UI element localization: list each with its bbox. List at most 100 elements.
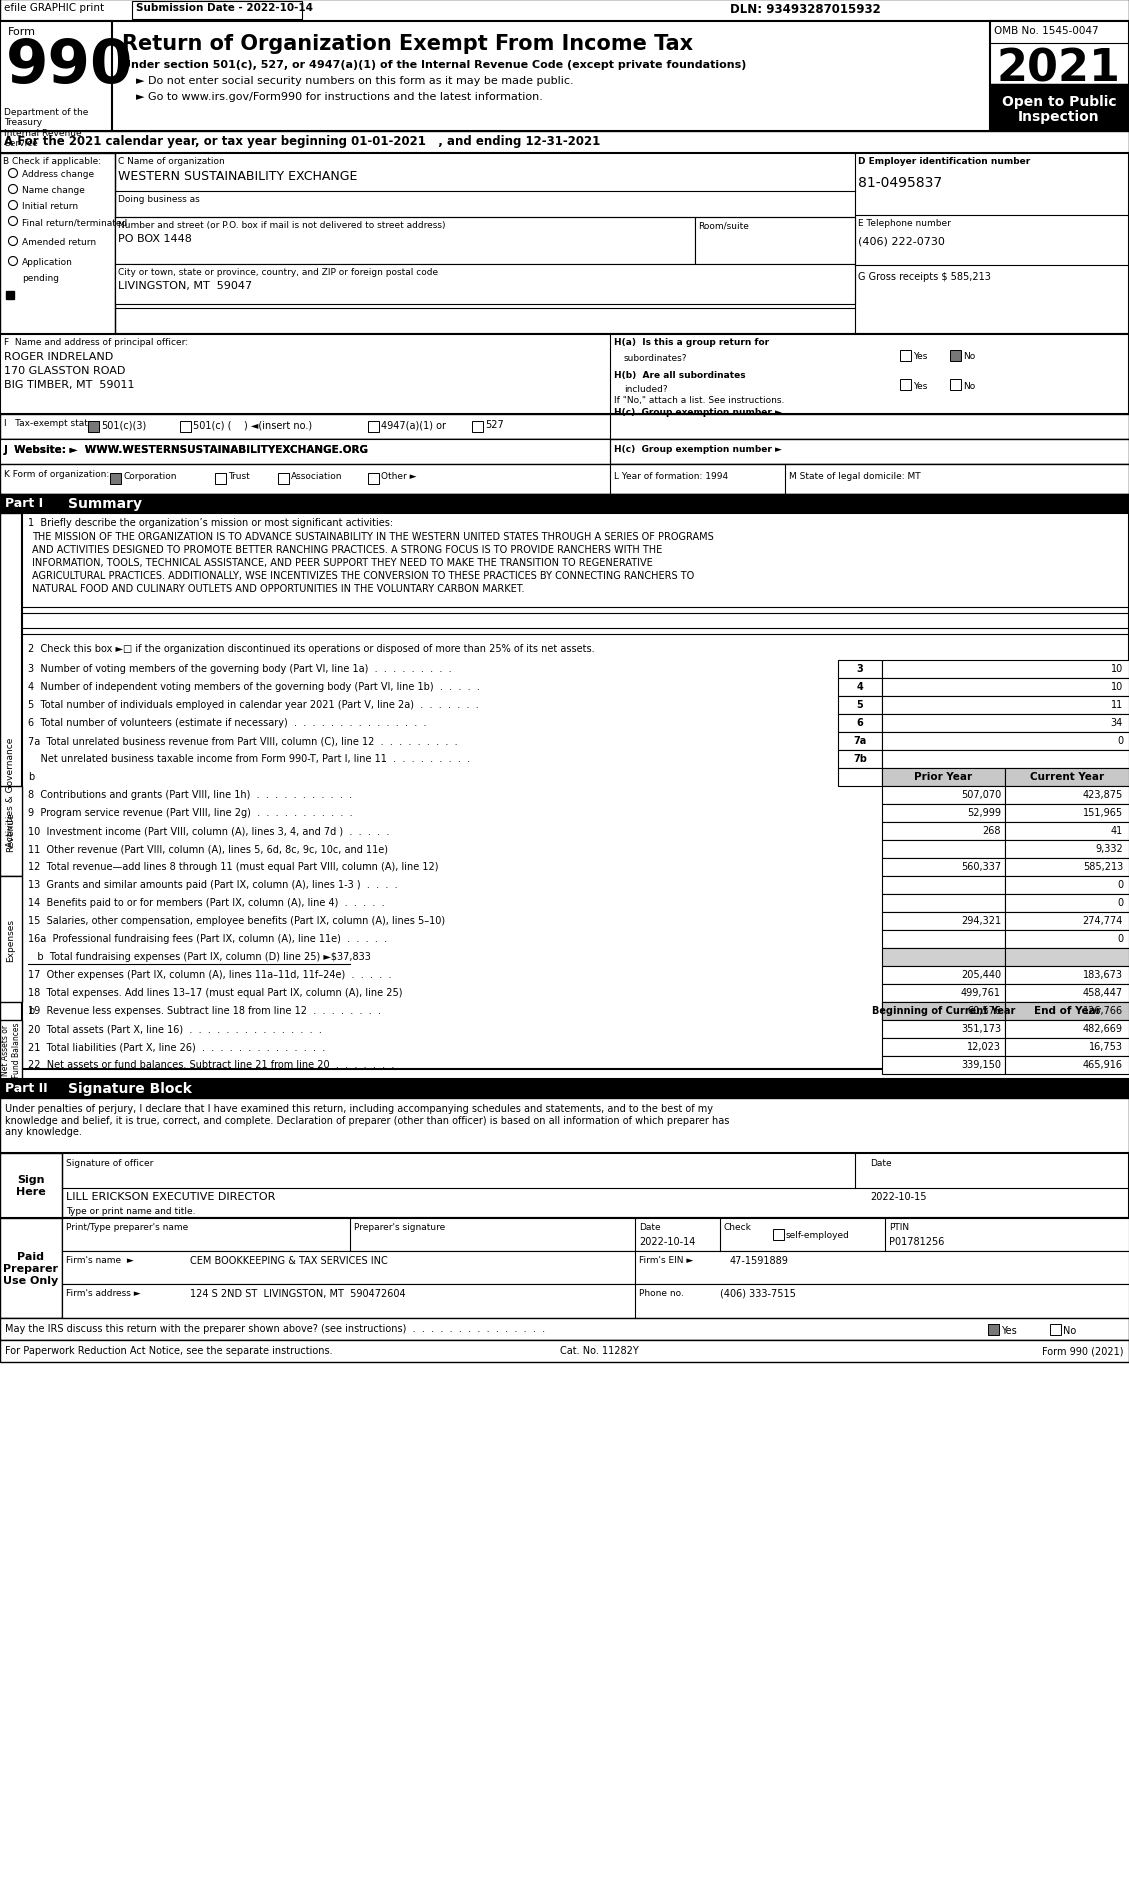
- Text: LIVINGSTON, MT  59047: LIVINGSTON, MT 59047: [119, 280, 252, 292]
- Text: 2022-10-15: 2022-10-15: [870, 1191, 927, 1201]
- Text: 0: 0: [1117, 898, 1123, 907]
- Text: 274,774: 274,774: [1083, 915, 1123, 926]
- Bar: [0, 1218, 1129, 1317]
- Text: A For the 2021 calendar year, or tax year beginning 01-01-2021   , and ending 12: A For the 2021 calendar year, or tax yea…: [5, 136, 601, 149]
- Text: 22  Net assets or fund balances. Subtract line 21 from line 20  .  .  .  .  .  .: 22 Net assets or fund balances. Subtract…: [28, 1060, 394, 1069]
- Bar: [0, 1317, 1129, 1340]
- Text: 17  Other expenses (Part IX, column (A), lines 11a–11d, 11f–24e)  .  .  .  .  .: 17 Other expenses (Part IX, column (A), …: [28, 969, 392, 979]
- Bar: [0, 514, 21, 1069]
- Text: (406) 222-0730: (406) 222-0730: [858, 235, 945, 247]
- Bar: [0, 465, 1129, 495]
- Bar: [0, 154, 1129, 335]
- Text: 465,916: 465,916: [1083, 1060, 1123, 1069]
- Bar: [0, 335, 1129, 414]
- Text: Firm's EIN ►: Firm's EIN ►: [639, 1255, 693, 1265]
- Text: b: b: [28, 772, 34, 781]
- Text: Net Assets or
Fund Balances: Net Assets or Fund Balances: [1, 1022, 20, 1078]
- Bar: [882, 1020, 1005, 1039]
- Text: Type or print name and title.: Type or print name and title.: [65, 1206, 195, 1216]
- Text: 12  Total revenue—add lines 8 through 11 (must equal Part VIII, column (A), line: 12 Total revenue—add lines 8 through 11 …: [28, 862, 438, 871]
- Text: No: No: [963, 352, 975, 361]
- Text: B Check if applicable:: B Check if applicable:: [3, 156, 102, 166]
- Bar: [0, 440, 610, 465]
- Text: Firm's name  ►: Firm's name ►: [65, 1255, 133, 1265]
- Bar: [0, 23, 112, 132]
- Bar: [882, 930, 1005, 949]
- Bar: [949, 380, 961, 391]
- Text: 0: 0: [1117, 879, 1123, 890]
- Bar: [62, 1218, 1129, 1252]
- Bar: [838, 696, 882, 715]
- Circle shape: [9, 218, 18, 226]
- Text: 124 S 2ND ST  LIVINGSTON, MT  590472604: 124 S 2ND ST LIVINGSTON, MT 590472604: [190, 1289, 405, 1299]
- Text: City or town, state or province, country, and ZIP or foreign postal code: City or town, state or province, country…: [119, 267, 438, 277]
- Bar: [882, 894, 1005, 913]
- Text: 15  Salaries, other compensation, employee benefits (Part IX, column (A), lines : 15 Salaries, other compensation, employe…: [28, 915, 445, 926]
- Text: Number and street (or P.O. box if mail is not delivered to street address): Number and street (or P.O. box if mail i…: [119, 220, 446, 230]
- Bar: [1005, 894, 1129, 913]
- Text: 16a  Professional fundraising fees (Part IX, column (A), line 11e)  .  .  .  .  : 16a Professional fundraising fees (Part …: [28, 933, 387, 943]
- Bar: [0, 440, 1129, 465]
- Bar: [62, 1252, 1129, 1284]
- Text: BIG TIMBER, MT  59011: BIG TIMBER, MT 59011: [5, 380, 134, 390]
- Text: 60,576: 60,576: [968, 1005, 1001, 1016]
- Text: Address change: Address change: [21, 169, 94, 179]
- Text: 2022-10-14: 2022-10-14: [639, 1236, 695, 1246]
- Text: 501(c) (    ) ◄(insert no.): 501(c) ( ) ◄(insert no.): [193, 420, 312, 429]
- Bar: [838, 679, 882, 696]
- Text: ROGER INDRELAND: ROGER INDRELAND: [5, 352, 113, 361]
- Bar: [110, 474, 121, 486]
- Text: C Name of organization: C Name of organization: [119, 156, 225, 166]
- Text: 183,673: 183,673: [1083, 969, 1123, 979]
- Bar: [1005, 858, 1129, 877]
- Text: E Telephone number: E Telephone number: [858, 218, 951, 228]
- Text: Signature of officer: Signature of officer: [65, 1159, 154, 1167]
- Text: Yes: Yes: [913, 352, 927, 361]
- Text: LILL ERICKSON EXECUTIVE DIRECTOR: LILL ERICKSON EXECUTIVE DIRECTOR: [65, 1191, 275, 1201]
- Text: AND ACTIVITIES DESIGNED TO PROMOTE BETTER RANCHING PRACTICES. A STRONG FOCUS IS : AND ACTIVITIES DESIGNED TO PROMOTE BETTE…: [32, 544, 663, 555]
- Text: 294,321: 294,321: [961, 915, 1001, 926]
- Text: 3: 3: [857, 664, 864, 674]
- Text: Under penalties of perjury, I declare that I have examined this return, includin: Under penalties of perjury, I declare th…: [5, 1103, 729, 1137]
- Bar: [0, 1340, 1129, 1363]
- Bar: [0, 1218, 62, 1317]
- Circle shape: [9, 258, 18, 267]
- Text: 19  Revenue less expenses. Subtract line 18 from line 12  .  .  .  .  .  .  .  .: 19 Revenue less expenses. Subtract line …: [28, 1005, 380, 1016]
- Text: ► Go to www.irs.gov/Form990 for instructions and the latest information.: ► Go to www.irs.gov/Form990 for instruct…: [135, 92, 543, 102]
- Text: 7a  Total unrelated business revenue from Part VIII, column (C), line 12  .  .  : 7a Total unrelated business revenue from…: [28, 736, 457, 745]
- Text: 4  Number of independent voting members of the governing body (Part VI, line 1b): 4 Number of independent voting members o…: [28, 681, 480, 691]
- Bar: [472, 422, 483, 433]
- Text: Date: Date: [870, 1159, 892, 1167]
- Text: Signature Block: Signature Block: [68, 1082, 192, 1095]
- Text: 11: 11: [1111, 700, 1123, 710]
- Bar: [1005, 930, 1129, 949]
- Text: Expenses: Expenses: [7, 918, 16, 962]
- Text: Beginning of Current Year: Beginning of Current Year: [872, 1005, 1015, 1016]
- Text: Submission Date - 2022-10-14: Submission Date - 2022-10-14: [135, 4, 313, 13]
- Text: 585,213: 585,213: [1083, 862, 1123, 871]
- Text: Summary: Summary: [68, 497, 142, 510]
- Text: WESTERN SUSTAINABILITY EXCHANGE: WESTERN SUSTAINABILITY EXCHANGE: [119, 169, 358, 183]
- Text: 4947(a)(1) or: 4947(a)(1) or: [380, 420, 446, 429]
- Text: 205,440: 205,440: [961, 969, 1001, 979]
- Text: 339,150: 339,150: [961, 1060, 1001, 1069]
- Text: Phone no.: Phone no.: [639, 1289, 684, 1297]
- Bar: [1005, 787, 1129, 805]
- Bar: [0, 1020, 21, 1080]
- Circle shape: [9, 186, 18, 194]
- Bar: [838, 768, 882, 787]
- Bar: [1005, 877, 1129, 894]
- Text: Check: Check: [724, 1221, 752, 1231]
- Bar: [1005, 913, 1129, 930]
- Text: efile GRAPHIC print: efile GRAPHIC print: [5, 4, 104, 13]
- Bar: [838, 732, 882, 751]
- Text: Net unrelated business taxable income from Form 990-T, Part I, line 11  .  .  . : Net unrelated business taxable income fr…: [28, 753, 470, 764]
- Bar: [132, 2, 301, 21]
- Text: 10: 10: [1111, 681, 1123, 691]
- Text: THE MISSION OF THE ORGANIZATION IS TO ADVANCE SUSTAINABILITY IN THE WESTERN UNIT: THE MISSION OF THE ORGANIZATION IS TO AD…: [32, 533, 714, 542]
- Bar: [773, 1229, 784, 1240]
- Text: Yes: Yes: [1001, 1325, 1017, 1336]
- Text: 47-1591889: 47-1591889: [730, 1255, 789, 1265]
- Text: Prior Year: Prior Year: [914, 772, 972, 781]
- Text: Firm's address ►: Firm's address ►: [65, 1289, 141, 1297]
